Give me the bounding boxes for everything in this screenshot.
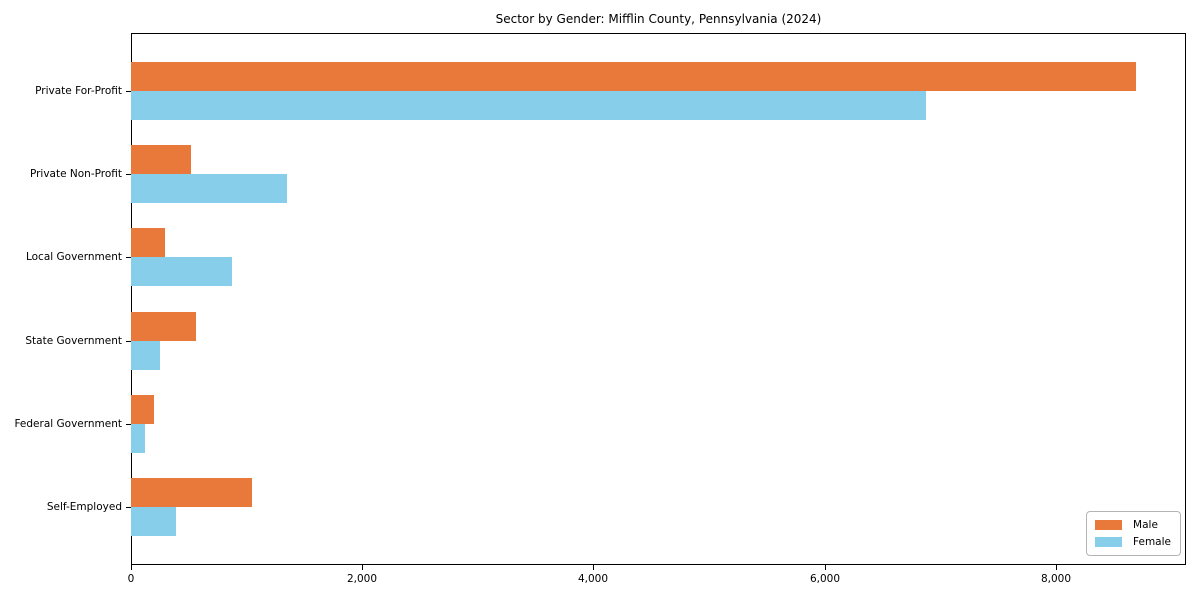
y-tick-mark [126, 424, 131, 425]
x-tick-mark [593, 565, 594, 570]
bar-female-federal-government [131, 424, 145, 453]
x-tick-label: 0 [127, 573, 135, 585]
bar-female-state-government [131, 341, 160, 370]
y-tick-label: Private Non-Profit [29, 168, 122, 180]
bar-female-private-for-profit [131, 91, 926, 120]
x-tick-mark [131, 565, 132, 570]
x-tick-label: 6,000 [809, 573, 841, 585]
y-tick-label: Federal Government [14, 418, 122, 430]
legend-item-female: Female [1095, 536, 1171, 548]
legend-label-female: Female [1133, 536, 1171, 548]
bar-male-private-for-profit [131, 62, 1136, 91]
x-tick-label: 8,000 [1040, 573, 1072, 585]
bar-male-local-government [131, 228, 165, 257]
y-tick-label: Local Government [25, 251, 122, 263]
y-tick-mark [126, 174, 131, 175]
legend-swatch-male [1095, 520, 1123, 530]
x-tick-mark [825, 565, 826, 570]
y-tick-mark [126, 507, 131, 508]
y-tick-label: Self-Employed [46, 501, 122, 513]
x-tick-label: 4,000 [577, 573, 609, 585]
plot-area [131, 33, 1186, 565]
y-tick-label: Private For-Profit [35, 85, 122, 97]
bar-male-private-non-profit [131, 145, 191, 174]
legend-label-male: Male [1133, 519, 1158, 531]
x-tick-mark [362, 565, 363, 570]
y-tick-mark [126, 91, 131, 92]
bar-male-self-employed [131, 478, 252, 507]
bar-male-federal-government [131, 395, 154, 424]
y-tick-mark [126, 257, 131, 258]
x-tick-mark [1056, 565, 1057, 570]
bar-male-state-government [131, 312, 196, 341]
bar-female-private-non-profit [131, 174, 287, 203]
bar-female-local-government [131, 257, 232, 286]
y-tick-label: State Government [25, 335, 122, 347]
legend: Male Female [1086, 511, 1181, 556]
y-tick-mark [126, 341, 131, 342]
x-tick-label: 2,000 [346, 573, 378, 585]
legend-item-male: Male [1095, 519, 1171, 531]
chart-title: Sector by Gender: Mifflin County, Pennsy… [495, 12, 822, 26]
bar-female-self-employed [131, 507, 176, 536]
legend-swatch-female [1095, 537, 1123, 547]
